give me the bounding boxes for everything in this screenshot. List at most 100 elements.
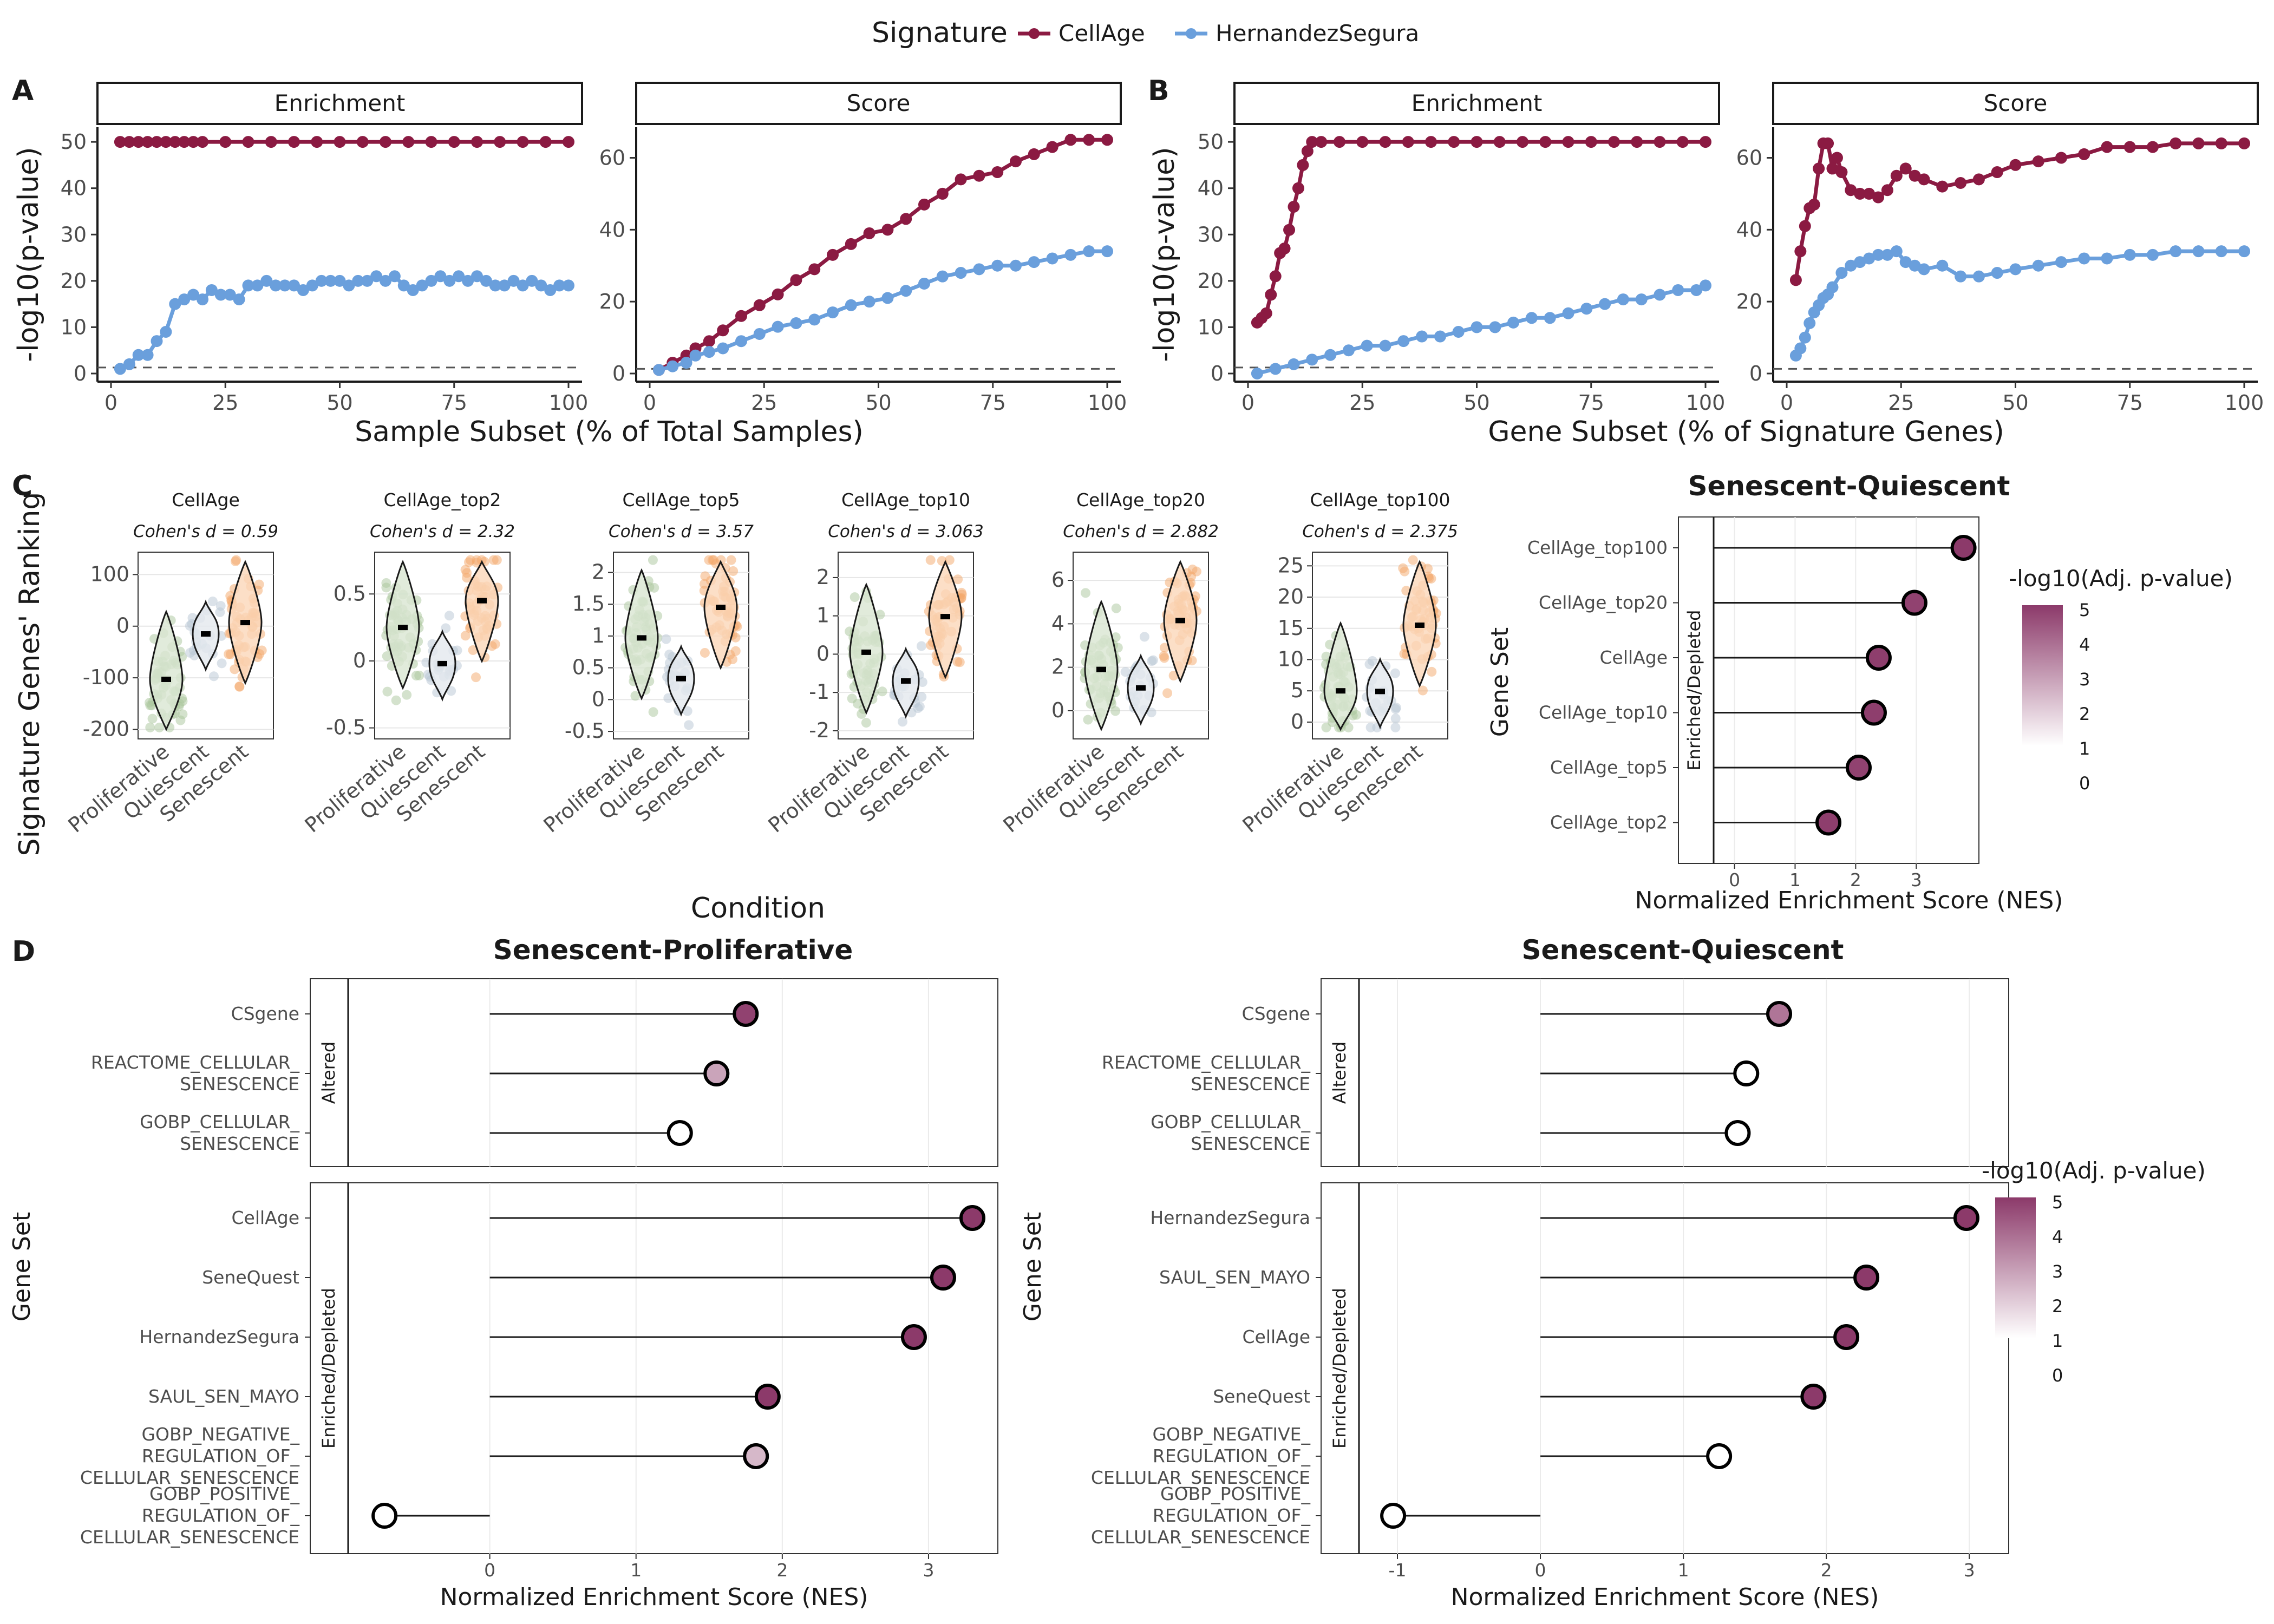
y-tick-line: SeneQuest — [202, 1267, 299, 1288]
data-point-HernandezSegura — [1635, 293, 1648, 306]
data-point-HernandezSegura — [1909, 259, 1921, 272]
x-tick-label: 50 — [1463, 391, 1489, 415]
y-tick-line: REACTOME_CELLULAR_ — [1102, 1052, 1311, 1073]
facet-label: Score — [1984, 90, 2048, 116]
data-point-CellAge — [1301, 145, 1314, 158]
data-point-CellAge — [1101, 134, 1113, 146]
y-tick-label: CSgene — [1242, 1003, 1310, 1024]
data-point-HernandezSegura — [1288, 358, 1300, 370]
legend: Signature CellAge HernandezSegura — [872, 17, 1419, 49]
data-point-CellAge — [955, 173, 967, 186]
x-tick-label: 100 — [2225, 391, 2264, 415]
data-point-CellAge — [973, 169, 985, 182]
data-point-CellAge — [1448, 136, 1460, 148]
data-point-HernandezSegura — [160, 325, 172, 338]
jitter-point-Senescent — [1427, 666, 1437, 677]
lollipop-point — [1733, 1060, 1760, 1086]
legend-title: Signature — [872, 17, 1008, 49]
data-point-CellAge — [311, 136, 323, 148]
violin-panel-title: CellAge_top100 — [1310, 489, 1450, 510]
median-marker — [1096, 666, 1106, 672]
data-point-CellAge — [1356, 136, 1369, 148]
jitter-point-Quiescent — [663, 693, 674, 703]
y-tick-label: 50 — [1198, 130, 1224, 154]
data-point-HernandezSegura — [1434, 330, 1446, 343]
jitter-point-Senescent — [1159, 653, 1169, 663]
data-point-CellAge — [494, 136, 506, 148]
data-point-HernandezSegura — [900, 285, 912, 297]
y-tick-label: 0 — [592, 687, 605, 711]
y-tick-label: -0.5 — [326, 716, 366, 739]
jitter-point-Proliferative — [414, 670, 424, 680]
data-point-HernandezSegura — [1269, 363, 1282, 375]
data-point-HernandezSegura — [563, 279, 574, 292]
y-tick-line: HernandezSegura — [1150, 1207, 1310, 1228]
y-tick-label: 0 — [1291, 710, 1304, 734]
y-tick-line: SENESCENCE — [1191, 1073, 1310, 1095]
y-tick-label: 1 — [592, 624, 605, 647]
y-tick-label: 2 — [592, 560, 605, 584]
jitter-point-Proliferative — [648, 707, 658, 717]
data-point-CellAge — [863, 227, 875, 239]
median-marker — [1175, 618, 1185, 624]
data-point-CellAge — [402, 136, 415, 148]
jitter-point-Senescent — [472, 558, 482, 568]
data-point-HernandezSegura — [2009, 263, 2022, 276]
data-point-CellAge — [2055, 152, 2067, 164]
jitter-point-Senescent — [952, 657, 963, 667]
jitter-point-Senescent — [1159, 643, 1169, 653]
lollipop-point — [1860, 699, 1887, 726]
data-point-CellAge — [1292, 182, 1304, 194]
jitter-point-Quiescent — [217, 658, 227, 669]
strip-group: Enriched/Depleted — [1329, 1288, 1350, 1449]
y-axis-title: Gene Set — [1019, 1212, 1047, 1321]
jitter-point-Proliferative — [154, 722, 165, 732]
data-point-HernandezSegura — [141, 349, 154, 361]
data-point-CellAge — [1562, 136, 1574, 148]
data-point-CellAge — [717, 324, 729, 337]
data-point-HernandezSegura — [1010, 259, 1022, 272]
lollipop-point — [666, 1120, 693, 1146]
data-point-HernandezSegura — [507, 274, 520, 287]
data-point-CellAge — [1288, 200, 1300, 213]
jitter-point-Senescent — [716, 555, 726, 565]
y-title-group: Gene Set — [1486, 627, 1514, 737]
data-point-HernandezSegura — [1361, 339, 1373, 352]
y-tick-label: 100 — [90, 562, 129, 586]
x-tick-label: 0 — [1535, 1560, 1546, 1581]
data-point-HernandezSegura — [666, 360, 679, 372]
y-axis-title-A: -log10(p-value) — [12, 147, 45, 362]
y-tick-label: 5 — [1291, 678, 1304, 702]
jitter-point-Senescent — [1162, 688, 1173, 698]
jitter-point-Quiescent — [1390, 722, 1401, 732]
data-point-CellAge — [448, 136, 460, 148]
data-point-CellAge — [753, 299, 766, 311]
median-marker — [676, 676, 686, 682]
colorbar-title: -log10(Adj. p-value) — [2009, 565, 2233, 592]
data-point-CellAge — [1826, 162, 1839, 175]
data-point-HernandezSegura — [416, 279, 428, 292]
data-point-CellAge — [1654, 136, 1666, 148]
data-point-CellAge — [1265, 289, 1277, 301]
y-tick-line: CellAge — [1242, 1326, 1310, 1347]
x-axis-title: Normalized Enrichment Score (NES) — [1635, 887, 2063, 914]
y-tick-label: 20 — [1736, 290, 1762, 313]
x-tick-label: 2 — [1821, 1560, 1832, 1581]
y-tick-label: CellAge — [1242, 1326, 1310, 1347]
y-tick-label: -100 — [83, 665, 129, 689]
y-tick-line: SAUL_SEN_MAYO — [1159, 1267, 1310, 1288]
y-tick-label: 0 — [1211, 362, 1224, 385]
x-tick-label: 1 — [630, 1560, 642, 1581]
data-point-CellAge — [114, 136, 126, 148]
y-tick-label: CellAge_top5 — [1550, 757, 1668, 778]
x-axis-title-A: Sample Subset (% of Total Samples) — [355, 416, 864, 448]
x-tick-label: 75 — [980, 391, 1006, 415]
lollipop-C: Senescent-Quiescent 0 1 2 3 Enriched/Depleted… — [1486, 470, 2063, 914]
y-tick-label: -2 — [809, 718, 829, 742]
jitter-point-Proliferative — [402, 690, 412, 700]
data-point-CellAge — [151, 136, 163, 148]
jitter-point-Quiescent — [897, 717, 907, 727]
data-point-CellAge — [1789, 274, 1802, 286]
